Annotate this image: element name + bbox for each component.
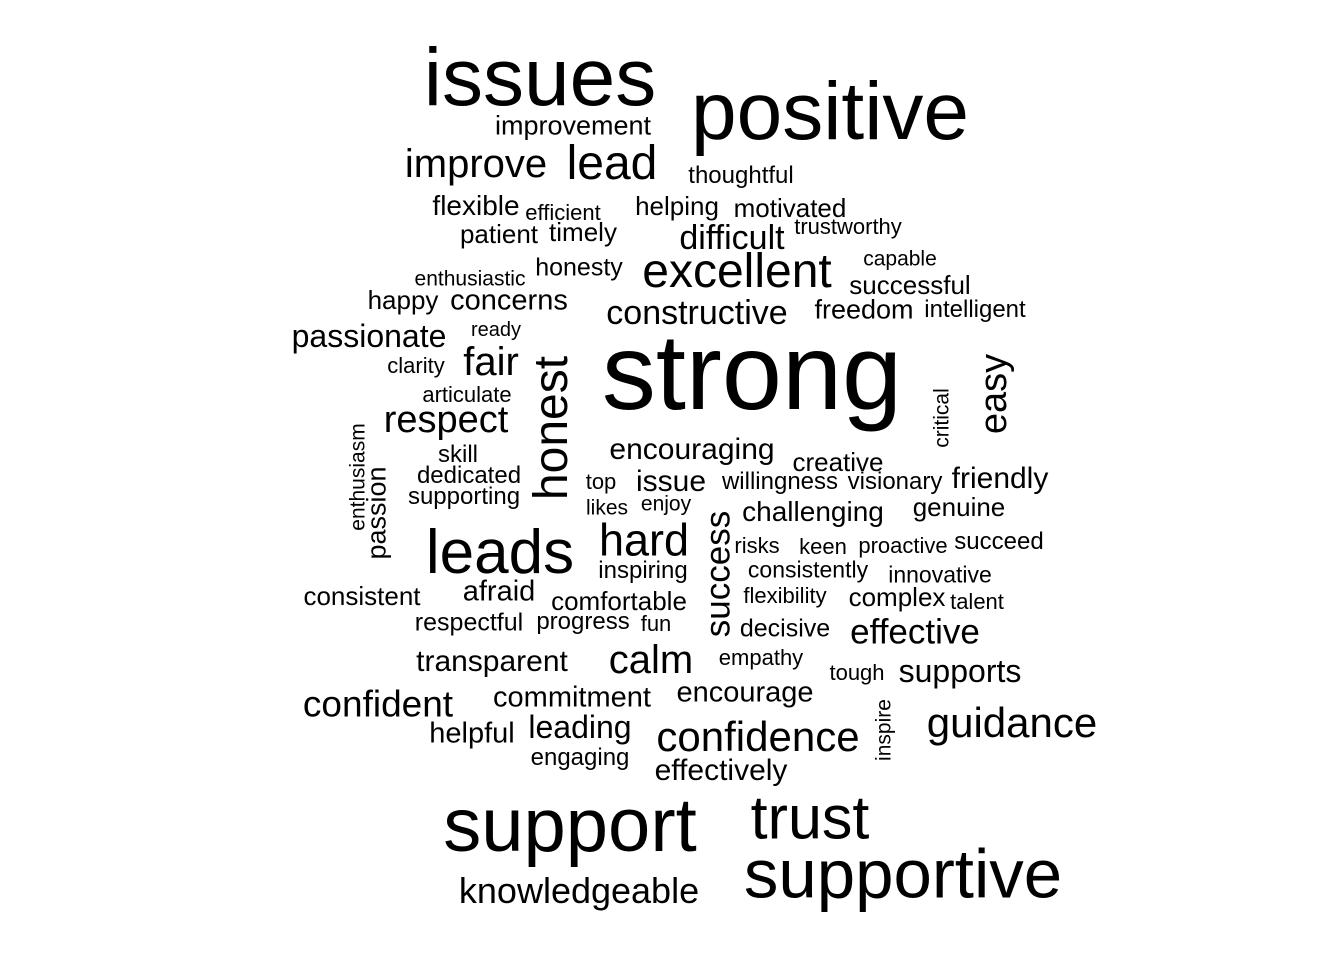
word-guidance: guidance xyxy=(926,699,1098,746)
word-engaging: engaging xyxy=(530,744,630,771)
word-passion: passion xyxy=(361,466,392,560)
word-successful: successful xyxy=(849,270,971,300)
word-talent: talent xyxy=(950,589,1004,614)
word-improve: improve xyxy=(404,142,548,186)
word-trust: trust xyxy=(750,783,870,852)
word-tough: tough xyxy=(829,660,885,685)
word-complex: complex xyxy=(848,582,946,612)
word-critical: critical xyxy=(930,388,954,448)
word-issue: issue xyxy=(635,465,707,498)
word-succeed: succeed xyxy=(954,528,1044,555)
word-confident: confident xyxy=(302,683,454,725)
word-likes: likes xyxy=(585,496,629,520)
word-hard: hard xyxy=(598,514,690,566)
word-friendly: friendly xyxy=(951,462,1049,495)
word-respect: respect xyxy=(383,399,509,441)
word-trustworthy: trustworthy xyxy=(794,214,902,239)
word-articulate: articulate xyxy=(422,382,512,407)
word-honest: honest xyxy=(525,355,578,501)
word-top: top xyxy=(585,469,617,494)
word-encouraging: encouraging xyxy=(609,433,775,466)
word-ready: ready xyxy=(470,319,522,341)
word-enthusiastic: enthusiastic xyxy=(414,267,526,291)
word-challenging: challenging xyxy=(742,496,884,527)
word-creative: creative xyxy=(792,447,884,477)
word-supportive: supportive xyxy=(743,835,1063,913)
word-commitment: commitment xyxy=(493,681,651,714)
word-freedom: freedom xyxy=(814,294,914,325)
word-clarity: clarity xyxy=(387,353,445,378)
word-thoughtful: thoughtful xyxy=(688,162,794,189)
word-keen: keen xyxy=(799,534,847,559)
word-dedicated: dedicated xyxy=(416,462,522,489)
word-passionate: passionate xyxy=(291,318,447,354)
word-honesty: honesty xyxy=(535,253,623,282)
word-constructive: constructive xyxy=(606,294,788,332)
word-encourage: encourage xyxy=(676,676,814,709)
word-transparent: transparent xyxy=(416,645,568,678)
word-patient: patient xyxy=(459,219,539,249)
word-supporting: supporting xyxy=(407,483,521,510)
word-enjoy: enjoy xyxy=(640,492,692,516)
word-effectively: effectively xyxy=(654,754,788,787)
word-risks: risks xyxy=(734,533,780,558)
word-confidence: confidence xyxy=(656,713,860,760)
word-comfortable: comfortable xyxy=(551,586,687,616)
word-positive: positive xyxy=(690,66,970,157)
word-capable: capable xyxy=(863,247,937,271)
word-helpful: helpful xyxy=(429,717,515,750)
word-easy: easy xyxy=(973,353,1015,435)
word-calm: calm xyxy=(608,638,694,682)
word-improvement: improvement xyxy=(494,110,652,141)
word-efficient: efficient xyxy=(525,200,601,225)
word-happy: happy xyxy=(367,285,439,315)
word-flexibility: flexibility xyxy=(743,583,827,608)
word-fun: fun xyxy=(640,611,672,636)
word-genuine: genuine xyxy=(912,492,1006,522)
word-willingness: willingness xyxy=(721,468,839,495)
word-afraid: afraid xyxy=(462,575,536,608)
word-flexible: flexible xyxy=(432,190,520,221)
word-respectful: respectful xyxy=(414,608,524,637)
word-timely: timely xyxy=(549,217,617,247)
word-inspire: inspire xyxy=(872,699,896,761)
word-consistent: consistent xyxy=(303,581,421,611)
word-visionary: visionary xyxy=(847,468,943,495)
word-consistently: consistently xyxy=(747,556,869,583)
word-fair: fair xyxy=(463,340,519,384)
word-issues: issues xyxy=(423,32,657,123)
word-support: support xyxy=(443,783,697,868)
word-strong: strong xyxy=(601,311,903,432)
word-difficult: difficult xyxy=(679,219,785,257)
word-leading: leading xyxy=(528,709,632,745)
word-knowledgeable: knowledgeable xyxy=(458,870,700,911)
word-progress: progress xyxy=(536,608,630,635)
word-innovative: innovative xyxy=(888,561,992,588)
word-helping: helping xyxy=(635,191,719,221)
word-empathy: empathy xyxy=(718,645,804,670)
word-intelligent: intelligent xyxy=(924,296,1026,323)
word-supports: supports xyxy=(898,653,1022,689)
word-success: success xyxy=(698,510,738,638)
word-concerns: concerns xyxy=(450,284,568,317)
word-lead: lead xyxy=(566,137,658,190)
word-motivated: motivated xyxy=(733,193,847,223)
word-leads: leads xyxy=(425,518,575,587)
word-inspiring: inspiring xyxy=(598,557,688,584)
word-excellent: excellent xyxy=(642,245,832,298)
word-skill: skill xyxy=(438,441,478,468)
word-effective: effective xyxy=(850,612,980,652)
word-proactive: proactive xyxy=(858,533,948,558)
word-decisive: decisive xyxy=(739,614,831,643)
